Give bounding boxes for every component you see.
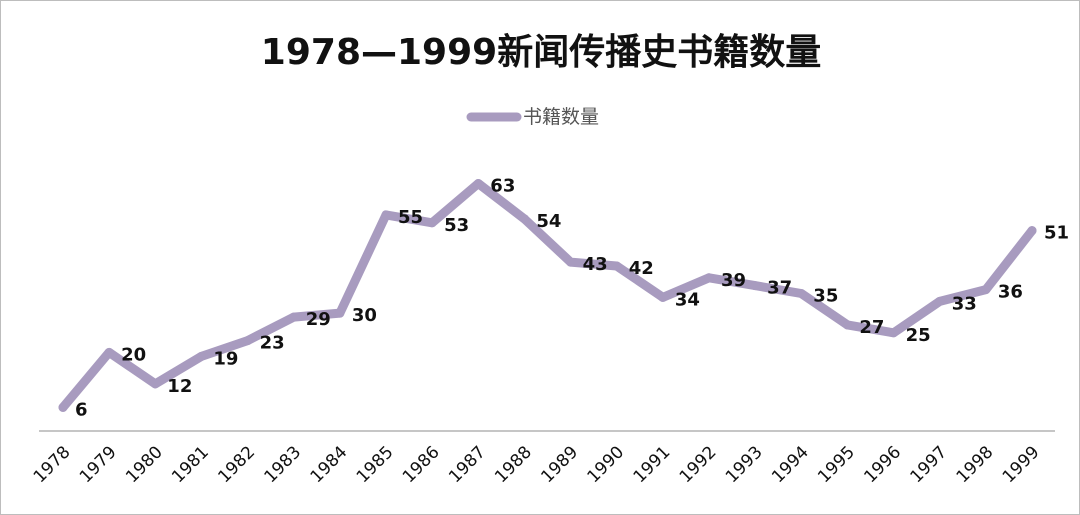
x-tick-label-1994: 1994 [768,442,813,487]
legend-label: 书籍数量 [523,106,599,128]
data-point-1996 [889,328,899,338]
x-tick-label-1980: 1980 [122,442,167,487]
data-point-1987 [473,179,483,188]
data-label-1989: 43 [583,254,608,275]
data-label-1984: 30 [352,305,377,326]
x-tick-label-1997: 1997 [907,442,952,487]
series-group [58,179,1037,412]
data-label-1994: 35 [813,286,838,307]
data-label-1990: 42 [629,258,654,279]
x-tick-label-1989: 1989 [537,442,582,487]
data-labels: 6 20 12 19 23 29 30 55 53 63 54 43 42 34 39 37 35 27 25 33 3… [75,176,1069,421]
data-point-1988 [519,214,529,224]
x-tick-label-1992: 1992 [676,442,721,487]
x-tick-label-1984: 1984 [307,442,352,487]
data-point-1994 [796,289,806,298]
data-point-1978 [58,402,68,412]
data-point-1986 [427,218,437,228]
data-label-1982: 23 [260,333,285,354]
data-point-1982 [243,336,253,346]
data-point-1979 [104,347,114,357]
x-tick-label-1993: 1993 [722,442,767,487]
data-point-1989 [566,257,576,267]
data-label-1987: 63 [490,176,515,197]
x-tick-label-1991: 1991 [630,442,675,487]
data-label-1998: 36 [998,282,1023,303]
data-label-1991: 34 [675,289,700,310]
data-point-1995 [842,320,852,330]
x-tick-label-1998: 1998 [953,442,998,487]
x-tick-label-1988: 1988 [491,442,536,487]
data-label-1996: 25 [906,325,931,346]
data-label-1983: 29 [306,309,331,330]
series-line [58,179,1037,412]
legend: 书籍数量 [466,106,599,128]
data-label-1986: 53 [444,215,469,236]
data-label-1999: 51 [1044,223,1069,244]
x-tick-label-1978: 1978 [30,442,75,487]
x-tick-label-1996: 1996 [860,442,905,487]
data-label-1979: 20 [121,344,146,365]
x-tick-label-1990: 1990 [584,442,629,487]
x-tick-label-1982: 1982 [214,442,259,487]
data-point-1992 [704,273,714,283]
data-point-1983 [289,312,299,322]
x-tick-label-1995: 1995 [814,442,859,487]
x-tick-label-1985: 1985 [353,442,398,487]
data-label-1980: 12 [167,376,192,397]
data-label-1992: 39 [721,270,746,291]
data-label-1981: 19 [213,348,238,369]
x-tick-label-1979: 1979 [76,442,121,487]
x-tick-label-1999: 1999 [999,442,1044,487]
data-label-1985: 55 [398,207,423,228]
data-point-1999 [1027,226,1037,236]
chart-title: 1978—1999新闻传播史书籍数量 [261,32,821,73]
data-label-1988: 54 [536,211,561,232]
data-point-1984 [335,308,345,318]
data-point-1985 [381,210,391,220]
data-label-1993: 37 [767,278,792,299]
data-label-1978: 6 [75,399,88,420]
data-point-1981 [196,351,206,361]
x-tick-label-1983: 1983 [261,442,306,487]
data-label-1995: 27 [859,317,884,338]
data-point-1980 [150,379,160,389]
data-point-1997 [935,296,945,306]
data-point-1990 [612,261,622,271]
x-tick-label-1986: 1986 [399,442,444,487]
x-tick-label-1981: 1981 [168,442,213,487]
data-label-1997: 33 [952,293,977,314]
x-axis-ticks: 1978 1979 1980 1981 1982 1983 1984 1985 1986 1987… [30,442,1044,487]
data-point-1993 [750,281,760,291]
x-tick-label-1987: 1987 [445,442,490,487]
data-point-1991 [658,292,668,302]
data-point-1998 [981,285,991,295]
